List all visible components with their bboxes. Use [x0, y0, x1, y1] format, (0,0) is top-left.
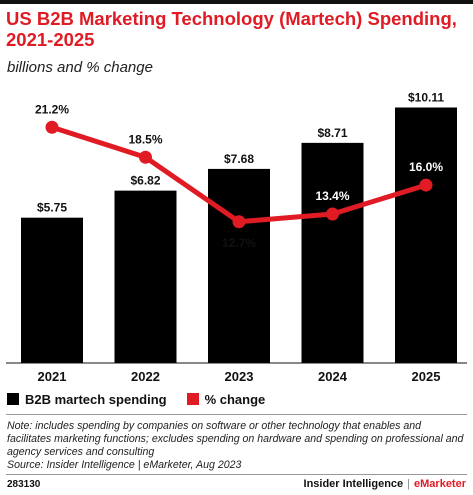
legend-item-line: % change — [186, 391, 266, 407]
x-tick-2022: 2022 — [131, 369, 160, 384]
line-label-2021: 21.2% — [35, 102, 69, 116]
legend-swatch-line — [186, 393, 199, 405]
notes-block: Note: includes spending by companies on … — [7, 420, 467, 472]
legend-label-bars: B2B martech spending — [25, 391, 167, 407]
chart-subtitle: billions and % change — [7, 59, 153, 76]
line-point-2023 — [232, 215, 246, 229]
line-label-2024: 13.4% — [315, 189, 349, 203]
chart-id: 283130 — [7, 479, 41, 490]
bar-2025 — [395, 107, 457, 363]
combo-chart: $5.75 $6.82 $7.68 $8.71 $10.11 21.2% 18.5% 12.7… — [6, 90, 467, 384]
legend-label-line: % change — [204, 391, 266, 407]
line-label-2023: 12.7% — [222, 236, 256, 250]
divider-top — [6, 414, 467, 415]
line-point-2024 — [326, 207, 339, 221]
line-point-2025 — [419, 178, 433, 192]
brand-left: Insider Intelligence — [303, 478, 404, 490]
x-tick-2023: 2023 — [225, 369, 254, 384]
x-tick-2024: 2024 — [318, 369, 348, 384]
x-tick-2021: 2021 — [38, 369, 67, 384]
chart-title: US B2B Marketing Technology (Martech) Sp… — [6, 8, 457, 50]
top-rule — [0, 0, 473, 4]
bar-label-2025: $10.11 — [408, 90, 444, 104]
line-label-2025: 16.0% — [409, 160, 443, 174]
bar-2022 — [114, 190, 177, 363]
bar-2023 — [208, 168, 270, 363]
line-point-2021 — [45, 120, 59, 134]
brand-separator: | — [407, 478, 411, 490]
brand-right: eMarketer — [414, 478, 466, 490]
bar-label-2021: $5.75 — [37, 201, 67, 215]
chart-legend: B2B martech spending % change — [7, 390, 285, 408]
divider-bottom — [6, 474, 467, 475]
bar-label-2022: $6.82 — [130, 174, 160, 188]
bar-2024 — [301, 142, 364, 363]
note-text: Note: includes spending by companies on … — [7, 420, 464, 458]
bar-label-2024: $8.71 — [317, 126, 347, 140]
bar-2021 — [21, 217, 83, 363]
source-text: Source: Insider Intelligence | eMarketer… — [7, 459, 242, 471]
x-tick-2025: 2025 — [412, 369, 441, 384]
line-point-2022 — [139, 150, 152, 164]
line-label-2022: 18.5% — [128, 132, 162, 146]
bar-label-2023: $7.68 — [224, 152, 254, 166]
brand-mark: Insider Intelligence | eMarketer — [304, 478, 466, 490]
legend-item-bars: B2B martech spending — [7, 392, 167, 407]
legend-swatch-bars — [7, 393, 19, 405]
